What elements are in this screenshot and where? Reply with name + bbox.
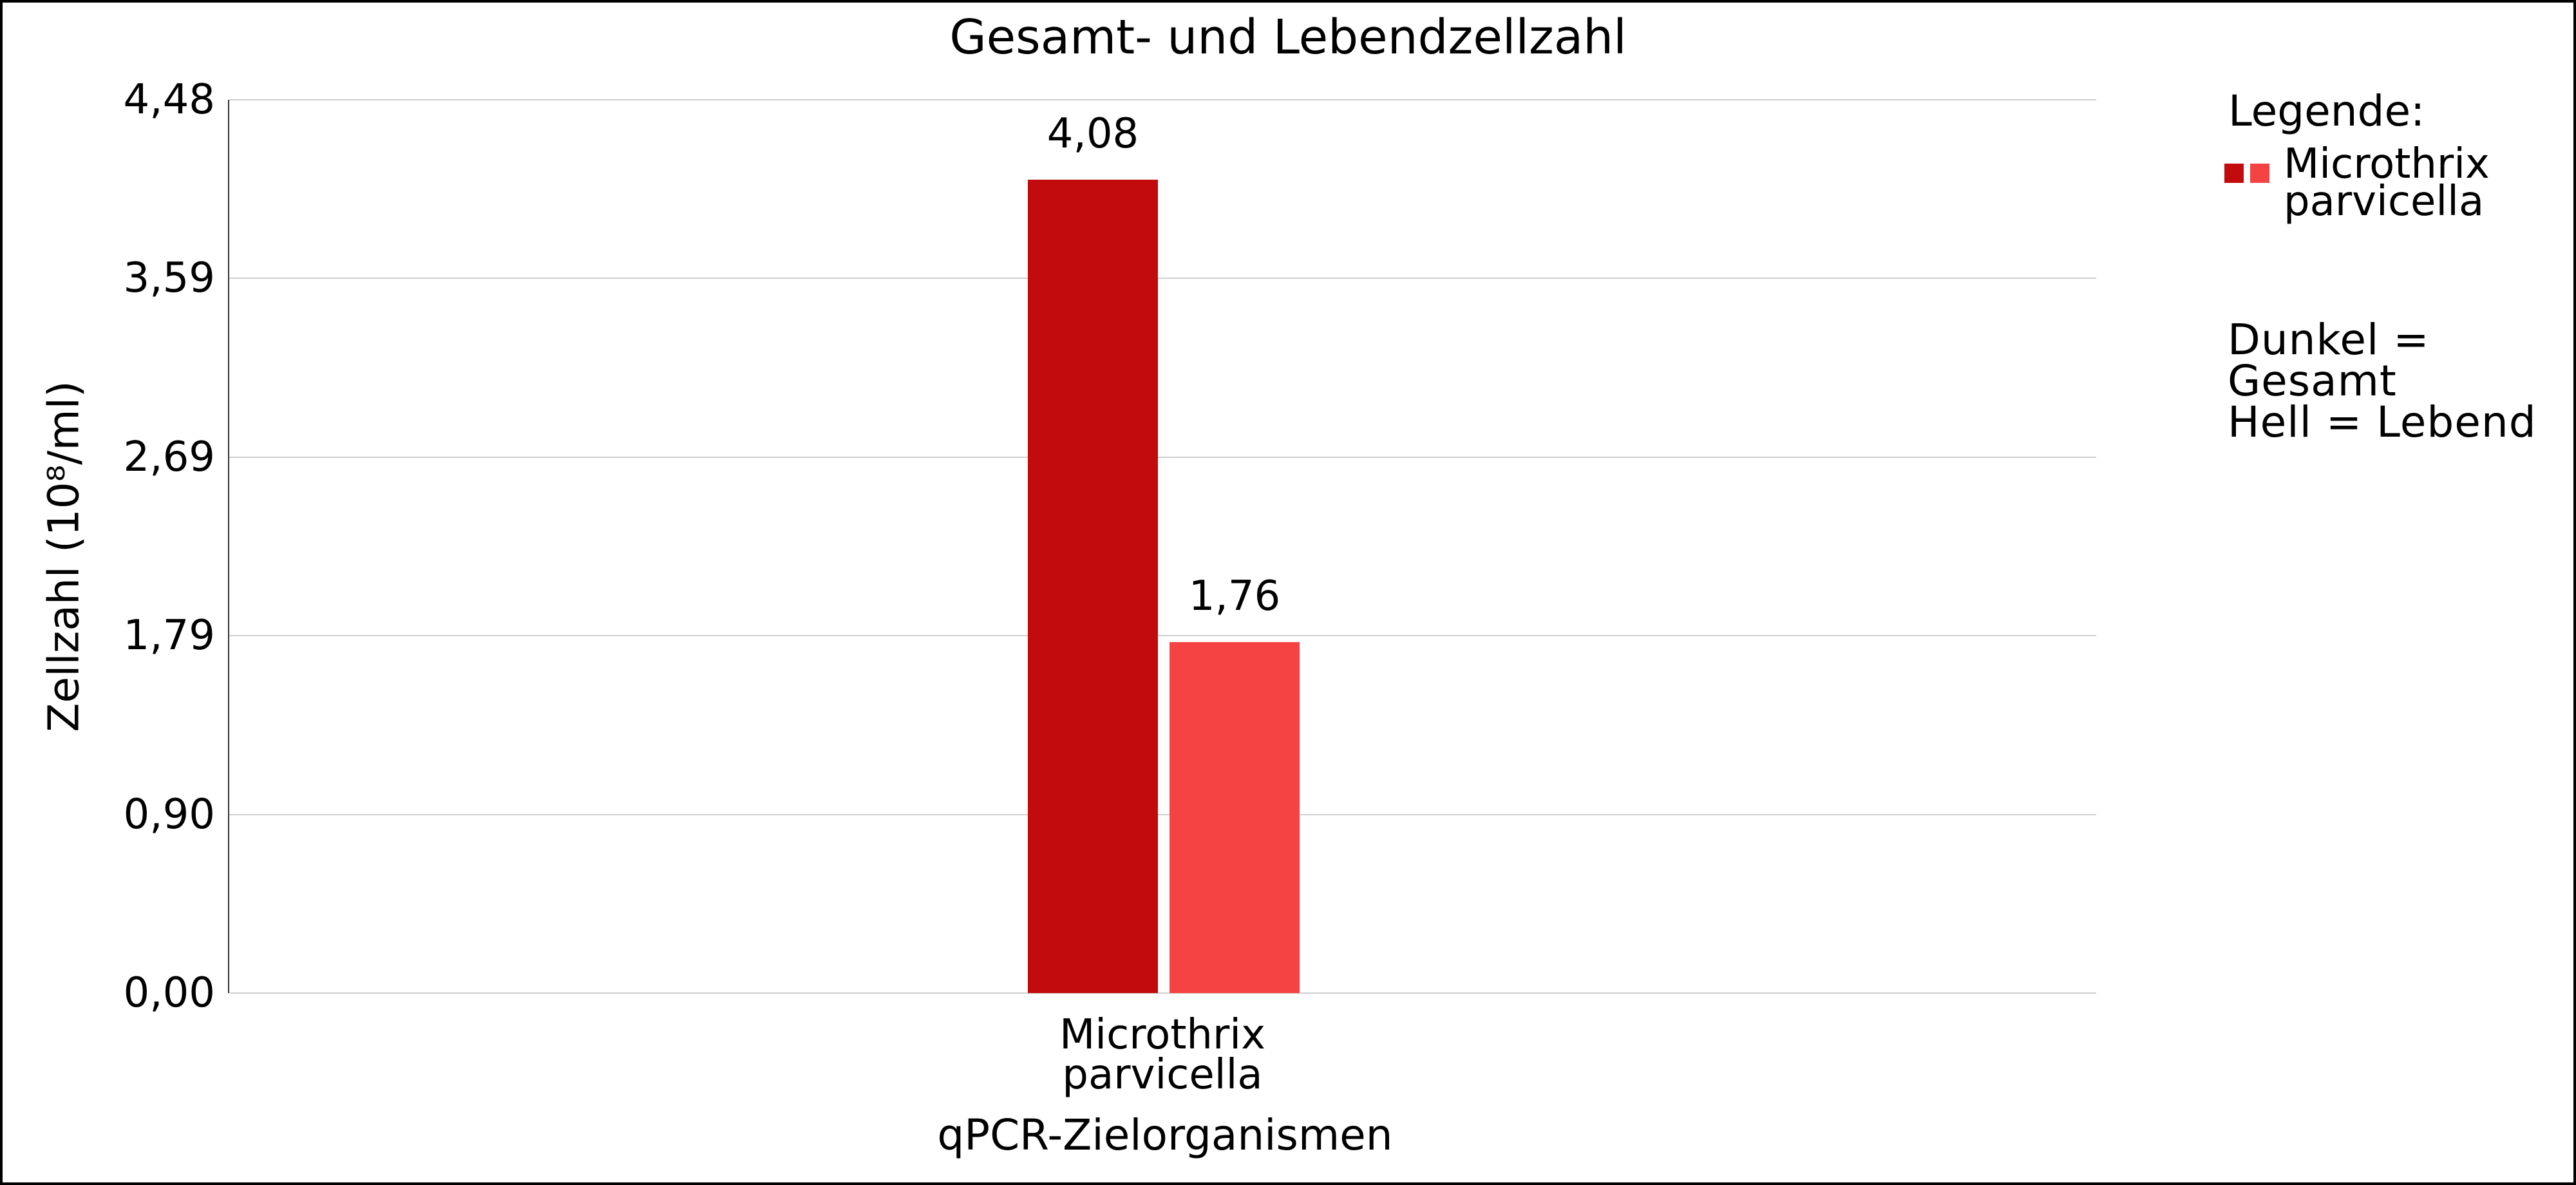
y-tick-label: 1,79 xyxy=(123,612,216,660)
gridline xyxy=(229,635,2096,637)
y-tick-label: 2,69 xyxy=(123,433,216,481)
y-tick-label: 3,59 xyxy=(123,254,216,303)
chart-title: Gesamt- und Lebendzellzahl xyxy=(949,10,1627,65)
legend-swatch-lebend xyxy=(2250,164,2269,183)
bar-value-label-gesamt: 4,08 xyxy=(1046,109,1139,158)
legend-swatch-gesamt xyxy=(2224,164,2244,183)
x-category-label: Microthrix parvicella xyxy=(1059,1011,1265,1099)
x-axis-title: qPCR-Zielorganismen xyxy=(937,1110,1393,1160)
y-tick-label: 4,48 xyxy=(123,76,216,124)
bar-lebend xyxy=(1170,642,1300,993)
gridline xyxy=(229,456,2096,458)
y-tick-label: 0,00 xyxy=(123,969,216,1017)
bar-value-label-lebend: 1,76 xyxy=(1188,573,1281,621)
legend-note: Dunkel = Gesamt Hell = Lebend xyxy=(2228,315,2537,447)
legend-entry-label: Microthrix parvicella xyxy=(2284,140,2490,225)
y-tick-label: 0,90 xyxy=(123,790,216,839)
gridline xyxy=(229,278,2096,280)
plot-area: 4,08 1,76 xyxy=(228,99,2096,994)
gridline xyxy=(229,813,2096,815)
gridline xyxy=(229,992,2096,994)
legend-heading: Legende: xyxy=(2228,86,2425,136)
bar-gesamt xyxy=(1028,179,1158,993)
gridline xyxy=(229,99,2096,100)
